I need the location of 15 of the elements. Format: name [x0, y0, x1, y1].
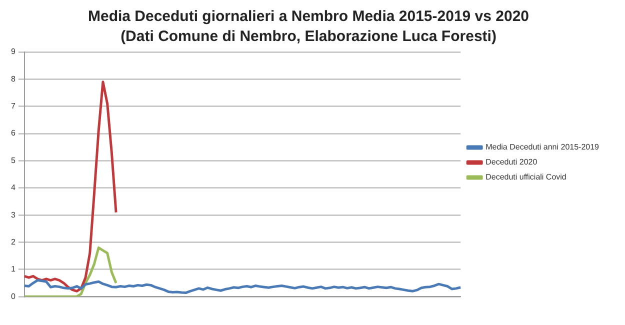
legend-label: Deceduti 2020 — [486, 158, 538, 167]
y-tick-label: 8 — [10, 74, 16, 84]
legend-label: Deceduti ufficiali Covid — [486, 172, 566, 182]
y-tick-label: 7 — [10, 102, 16, 111]
chart-title: Media Deceduti giornalieri a Nembro Media 2015-2019 vs 2020 — [88, 8, 530, 26]
y-tick-label: 9 — [10, 47, 16, 56]
chart-subtitle: (Dati Comune di Nembro, Elaborazione Luca Foresti) — [120, 28, 496, 46]
y-tick-label: 4 — [10, 183, 16, 192]
y-tick-label: 6 — [10, 128, 16, 138]
y-tick-label: 5 — [10, 156, 16, 165]
legend-label: Media Deceduti anni 2015-2019 — [486, 142, 600, 152]
y-tick-label: 2 — [10, 237, 16, 246]
y-tick-label: 3 — [10, 210, 16, 220]
y-tick-label: 1 — [10, 264, 16, 274]
y-tick-label: 0 — [10, 292, 16, 301]
